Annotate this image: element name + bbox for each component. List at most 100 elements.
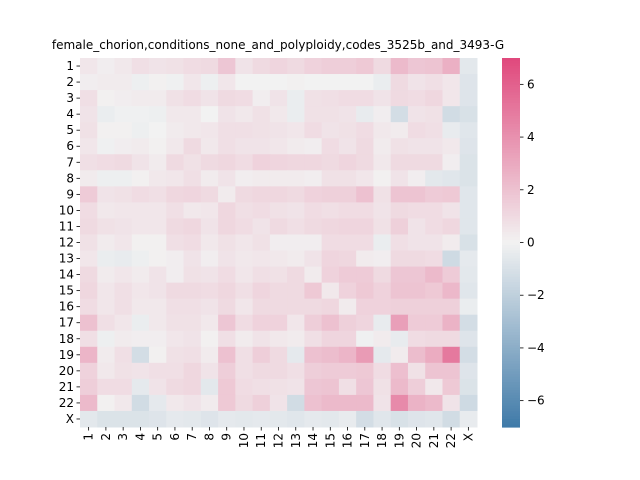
heatmap-cell [425, 218, 443, 235]
heatmap-cell [235, 154, 254, 171]
y-tick-label: 12 [59, 236, 74, 250]
heatmap-cell [183, 74, 202, 91]
heatmap-cell [149, 282, 167, 300]
heatmap-cell [459, 282, 478, 300]
heatmap-cell [338, 154, 357, 171]
colorbar-segment [502, 84, 520, 88]
colorbar-segment [502, 86, 520, 91]
colorbar-segment [502, 229, 520, 233]
heatmap-cell [131, 122, 150, 139]
heatmap-cell [287, 394, 305, 412]
heatmap-cell [304, 202, 323, 219]
heatmap-cell [459, 266, 478, 284]
heatmap-cell [80, 170, 98, 187]
heatmap-cell [425, 378, 443, 396]
heatmap-cell [235, 410, 254, 428]
heatmap-cell [390, 202, 409, 219]
heatmap-cell [131, 58, 150, 75]
y-tick-label: 10 [59, 203, 74, 217]
heatmap-cell [287, 330, 305, 348]
colorbar-segment [502, 289, 520, 294]
colorbar-segment [502, 387, 520, 391]
heatmap-cell [200, 282, 219, 300]
heatmap-cell [114, 314, 133, 332]
x-tick-label: 21 [427, 433, 441, 448]
heatmap-cell [373, 346, 392, 364]
heatmap-cell [114, 250, 133, 268]
colorbar-segment [502, 284, 520, 288]
heatmap-cell [287, 154, 305, 171]
heatmap-cell [131, 202, 150, 219]
heatmap-cell [114, 90, 133, 107]
heatmap-cell [356, 314, 374, 332]
colorbar-segment [502, 408, 520, 412]
heatmap-cell [166, 58, 185, 75]
heatmap-cell [338, 362, 357, 380]
colorbar-segment [502, 347, 520, 352]
x-tick-label: 8 [202, 433, 216, 441]
heatmap-cell [183, 282, 202, 300]
heatmap-cell [80, 394, 98, 412]
heatmap-cell [183, 234, 202, 252]
heatmap-cell [97, 394, 116, 412]
heatmap-cell [80, 410, 98, 428]
heatmap-cell [287, 106, 305, 123]
colorbar-segment [502, 369, 520, 373]
heatmap-cell [269, 330, 288, 348]
heatmap-cell [131, 266, 150, 284]
colorbar-segment [502, 71, 520, 75]
colorbar-segment [502, 303, 520, 307]
heatmap-cell [149, 170, 167, 187]
heatmap-cell [80, 138, 98, 155]
heatmap-cell [338, 282, 357, 300]
heatmap-cell [407, 394, 426, 412]
heatmap-cell [321, 138, 340, 155]
heatmap-cell [407, 218, 426, 235]
heatmap-cell [373, 362, 392, 380]
heatmap-cell [218, 362, 236, 380]
heatmap-cell [252, 218, 271, 235]
heatmap-cell [407, 378, 426, 396]
heatmap-cell [166, 314, 185, 332]
colorbar-segment [502, 374, 520, 378]
heatmap-cell [287, 266, 305, 284]
heatmap-cell [287, 202, 305, 219]
heatmap-cell [200, 106, 219, 123]
heatmap-cell [425, 314, 443, 332]
heatmap-cell [149, 362, 167, 380]
heatmap-cell [114, 298, 133, 316]
heatmap-cell [149, 250, 167, 268]
y-tick-label: 11 [59, 219, 74, 233]
heatmap-cell [338, 410, 357, 428]
colorbar-segment [502, 245, 520, 249]
colorbar-segment [502, 108, 520, 112]
heatmap-cell [183, 138, 202, 155]
heatmap-cell [166, 234, 185, 252]
colorbar-segment [502, 239, 520, 244]
colorbar-segment [502, 68, 520, 72]
y-tick-label: 6 [66, 139, 74, 153]
colorbar-segment [502, 58, 520, 62]
heatmap-cell [321, 122, 340, 139]
y-tick-label: 1 [66, 59, 74, 73]
heatmap-cell [149, 74, 167, 91]
heatmap-cell [373, 282, 392, 300]
heatmap-cell [287, 58, 305, 75]
heatmap-cell [166, 282, 185, 300]
colorbar-segment [502, 94, 520, 99]
heatmap-cell [425, 138, 443, 155]
heatmap-cell [131, 394, 150, 412]
heatmap-cell [183, 362, 202, 380]
heatmap-cell [321, 250, 340, 268]
colorbar-segment [502, 266, 520, 270]
heatmap-cell [425, 362, 443, 380]
heatmap-cell [304, 122, 323, 139]
heatmap-cell [252, 250, 271, 268]
colorbar-segment [502, 105, 520, 109]
heatmap-cell [252, 314, 271, 332]
heatmap-cell [407, 74, 426, 91]
heatmap-cell [459, 74, 478, 91]
heatmap-cell [442, 170, 461, 187]
heatmap-cell [114, 202, 133, 219]
heatmap-cell [356, 266, 374, 284]
